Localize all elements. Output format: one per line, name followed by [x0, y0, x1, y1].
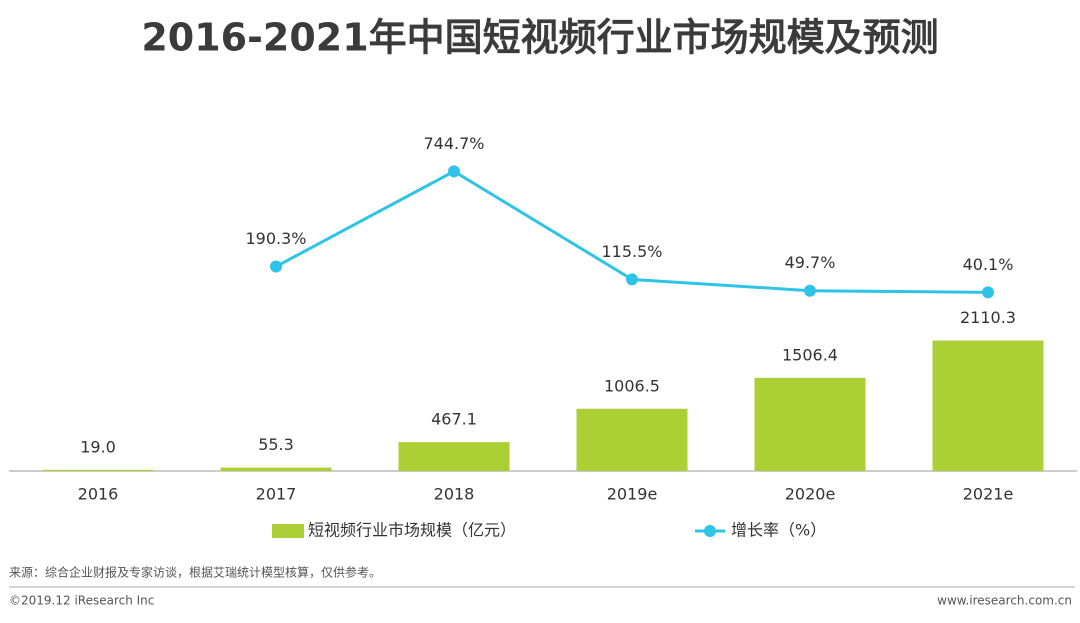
bar [398, 442, 510, 471]
bar [754, 377, 866, 471]
line-point [270, 260, 282, 273]
bar [576, 408, 688, 471]
data-label: 2110.3 [960, 308, 1016, 327]
data-label: 467.1 [431, 410, 477, 429]
x-tick-label: 2017 [256, 485, 297, 504]
data-label: 1006.5 [604, 376, 660, 395]
legend-swatch [704, 525, 716, 537]
legend-label: 短视频行业市场规模（亿元） [308, 521, 516, 540]
legend-swatch [272, 524, 304, 538]
line-point [804, 284, 816, 297]
line-point [982, 286, 994, 299]
x-tick-label: 2021e [963, 485, 1014, 504]
x-tick-label: 2019e [607, 485, 658, 504]
data-label: 190.3% [245, 229, 306, 248]
source-note: 来源：综合企业财报及专家访谈，根据艾瑞统计模型核算，仅供参考。 [9, 565, 381, 580]
x-tick-label: 2020e [785, 485, 836, 504]
x-tick-label: 2016 [78, 485, 119, 504]
data-label: 1506.4 [782, 345, 838, 364]
copyright: ©2019.12 iResearch Inc [9, 594, 154, 608]
chart-title: 2016-2021年中国短视频行业市场规模及预测 [141, 16, 938, 60]
legend-label: 增长率（%） [731, 521, 826, 540]
data-label: 49.7% [785, 253, 836, 272]
data-label: 115.5% [601, 242, 662, 261]
bar [42, 469, 154, 471]
data-label: 40.1% [963, 255, 1014, 274]
data-label: 744.7% [423, 134, 484, 153]
website: www.iresearch.com.cn [937, 594, 1072, 608]
line-point [448, 165, 460, 178]
line-point [626, 273, 638, 286]
bar [932, 340, 1044, 471]
x-tick-label: 2018 [434, 485, 475, 504]
bar [220, 467, 332, 471]
data-label: 55.3 [258, 435, 294, 454]
data-label: 19.0 [80, 437, 116, 456]
